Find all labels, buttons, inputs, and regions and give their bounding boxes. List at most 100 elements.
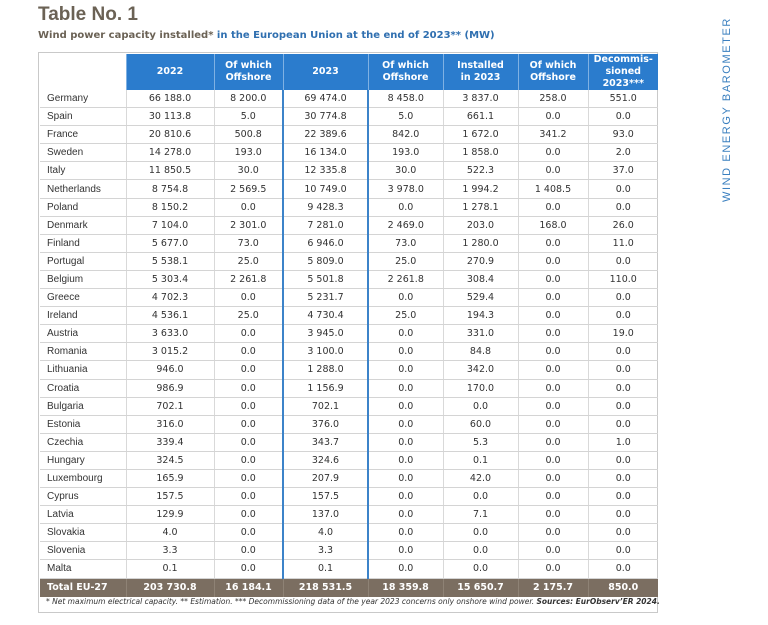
country-cell: Portugal bbox=[40, 252, 126, 271]
decommissioned-cell: 0.0 bbox=[587, 487, 658, 507]
offshore-2022-cell: 2 301.0 bbox=[213, 216, 283, 235]
value-2022-cell: 5 538.1 bbox=[125, 252, 214, 271]
country-cell: Sweden bbox=[40, 143, 126, 163]
decommissioned-cell: 0.0 bbox=[587, 288, 658, 308]
header-offshore-2022: Of which Offshore bbox=[213, 54, 283, 90]
decommissioned-cell: 551.0 bbox=[587, 90, 658, 109]
table-row: Czechia 339.4 0.0 343.7 0.0 5.3 0.0 1.0 bbox=[40, 433, 658, 452]
installed-2023-cell: 0.0 bbox=[442, 487, 518, 507]
capacity-table: 2022 Of which Offshore 2023 Of which Offsh… bbox=[40, 54, 658, 597]
table-row: Austria 3 633.0 0.0 3 945.0 0.0 331.0 0.0 19.0 bbox=[40, 324, 658, 344]
decommissioned-cell: 0.0 bbox=[587, 415, 658, 434]
country-cell: Denmark bbox=[40, 216, 126, 235]
table-row: Portugal 5 538.1 25.0 5 809.0 25.0 270.9 0.0 0.… bbox=[40, 252, 658, 271]
value-2022-cell: 0.1 bbox=[125, 559, 214, 579]
footnote-source: Sources: EurObserv’ER 2024. bbox=[536, 597, 660, 606]
decommissioned-cell: 0.0 bbox=[587, 342, 658, 362]
total-offshore-installed: 2 175.7 bbox=[517, 578, 588, 597]
offshore-2022-cell: 0.0 bbox=[213, 415, 283, 434]
table-row: Bulgaria 702.1 0.0 702.1 0.0 0.0 0.0 0.0 bbox=[40, 397, 658, 416]
total-offshore-2022: 16 184.1 bbox=[213, 578, 283, 597]
offshore-2023-cell: 0.0 bbox=[367, 415, 443, 434]
total-label: Total EU-27 bbox=[40, 578, 126, 597]
offshore-2022-cell: 30.0 bbox=[213, 161, 283, 181]
subtitle-main: Wind power capacity installed* bbox=[38, 30, 214, 41]
table-row: Slovenia 3.3 0.0 3.3 0.0 0.0 0.0 0.0 bbox=[40, 541, 658, 561]
value-2022-cell: 5 303.4 bbox=[125, 270, 214, 290]
header-offshore-installed: Of which Offshore bbox=[517, 54, 588, 90]
decommissioned-cell: 0.0 bbox=[587, 306, 658, 326]
decommissioned-cell: 0.0 bbox=[587, 451, 658, 470]
offshore-installed-cell: 0.0 bbox=[517, 107, 588, 127]
offshore-2023-cell: 0.0 bbox=[367, 397, 443, 416]
value-2023-cell: 3.3 bbox=[282, 541, 369, 561]
installed-2023-cell: 170.0 bbox=[442, 379, 518, 398]
offshore-installed-cell: 0.0 bbox=[517, 397, 588, 416]
offshore-2023-cell: 0.0 bbox=[367, 288, 443, 308]
installed-2023-cell: 342.0 bbox=[442, 360, 518, 380]
offshore-2022-cell: 0.0 bbox=[213, 469, 283, 489]
table-row: Poland 8 150.2 0.0 9 428.3 0.0 1 278.1 0.0 0.0 bbox=[40, 198, 658, 217]
offshore-installed-cell: 0.0 bbox=[517, 252, 588, 271]
offshore-installed-cell: 341.2 bbox=[517, 125, 588, 145]
offshore-2022-cell: 0.0 bbox=[213, 397, 283, 416]
offshore-2022-cell: 0.0 bbox=[213, 288, 283, 308]
installed-2023-cell: 0.0 bbox=[442, 559, 518, 579]
table-row: Slovakia 4.0 0.0 4.0 0.0 0.0 0.0 0.0 bbox=[40, 523, 658, 543]
decommissioned-cell: 0.0 bbox=[587, 505, 658, 525]
value-2022-cell: 4.0 bbox=[125, 523, 214, 543]
value-2023-cell: 16 134.0 bbox=[282, 143, 369, 163]
offshore-2022-cell: 0.0 bbox=[213, 451, 283, 470]
value-2022-cell: 324.5 bbox=[125, 451, 214, 470]
value-2022-cell: 3.3 bbox=[125, 541, 214, 561]
sidebar-label: WIND ENERGY BAROMETER bbox=[721, 17, 733, 202]
country-cell: Estonia bbox=[40, 415, 126, 434]
value-2023-cell: 3 100.0 bbox=[282, 342, 369, 362]
offshore-2023-cell: 0.0 bbox=[367, 433, 443, 452]
subtitle-highlight: in the European Union at the end of 2023… bbox=[213, 30, 495, 41]
value-2022-cell: 702.1 bbox=[125, 397, 214, 416]
table-row: Belgium 5 303.4 2 261.8 5 501.8 2 261.8 308.4… bbox=[40, 270, 658, 290]
value-2023-cell: 5 501.8 bbox=[282, 270, 369, 290]
country-cell: France bbox=[40, 125, 126, 145]
table-row: Germany 66 188.0 8 200.0 69 474.0 8 458.0 3 8… bbox=[40, 90, 658, 109]
decommissioned-cell: 26.0 bbox=[587, 216, 658, 235]
offshore-2023-cell: 0.0 bbox=[367, 559, 443, 579]
decommissioned-cell: 0.0 bbox=[587, 179, 658, 199]
installed-2023-cell: 1 994.2 bbox=[442, 179, 518, 199]
value-2023-cell: 1 156.9 bbox=[282, 379, 369, 398]
table-row: Greece 4 702.3 0.0 5 231.7 0.0 529.4 0.0 0.0 bbox=[40, 288, 658, 308]
installed-2023-cell: 60.0 bbox=[442, 415, 518, 434]
decommissioned-cell: 0.0 bbox=[587, 397, 658, 416]
offshore-installed-cell: 258.0 bbox=[517, 90, 588, 109]
offshore-2022-cell: 5.0 bbox=[213, 107, 283, 127]
country-cell: Malta bbox=[40, 559, 126, 579]
value-2023-cell: 22 389.6 bbox=[282, 125, 369, 145]
offshore-2022-cell: 0.0 bbox=[213, 342, 283, 362]
installed-2023-cell: 308.4 bbox=[442, 270, 518, 290]
offshore-2022-cell: 0.0 bbox=[213, 433, 283, 452]
offshore-2022-cell: 0.0 bbox=[213, 360, 283, 380]
table-row: Denmark 7 104.0 2 301.0 7 281.0 2 469.0 203.0… bbox=[40, 216, 658, 235]
installed-2023-cell: 0.0 bbox=[442, 397, 518, 416]
decommissioned-cell: 0.0 bbox=[587, 469, 658, 489]
value-2022-cell: 8 150.2 bbox=[125, 198, 214, 217]
country-cell: Slovenia bbox=[40, 541, 126, 561]
installed-2023-cell: 0.0 bbox=[442, 523, 518, 543]
value-2022-cell: 7 104.0 bbox=[125, 216, 214, 235]
installed-2023-cell: 42.0 bbox=[442, 469, 518, 489]
installed-2023-cell: 7.1 bbox=[442, 505, 518, 525]
offshore-2022-cell: 0.0 bbox=[213, 198, 283, 217]
decommissioned-cell: 110.0 bbox=[587, 270, 658, 290]
offshore-2022-cell: 25.0 bbox=[213, 252, 283, 271]
installed-2023-cell: 84.8 bbox=[442, 342, 518, 362]
decommissioned-cell: 0.0 bbox=[587, 360, 658, 380]
offshore-2023-cell: 0.0 bbox=[367, 324, 443, 344]
offshore-2022-cell: 0.0 bbox=[213, 379, 283, 398]
offshore-2023-cell: 5.0 bbox=[367, 107, 443, 127]
table-row: France 20 810.6 500.8 22 389.6 842.0 1 672.0 3… bbox=[40, 125, 658, 145]
installed-2023-cell: 0.0 bbox=[442, 541, 518, 561]
header-2023: 2023 bbox=[282, 54, 368, 90]
table-row: Romania 3 015.2 0.0 3 100.0 0.0 84.8 0.0 0.0 bbox=[40, 342, 658, 362]
value-2022-cell: 11 850.5 bbox=[125, 161, 214, 181]
